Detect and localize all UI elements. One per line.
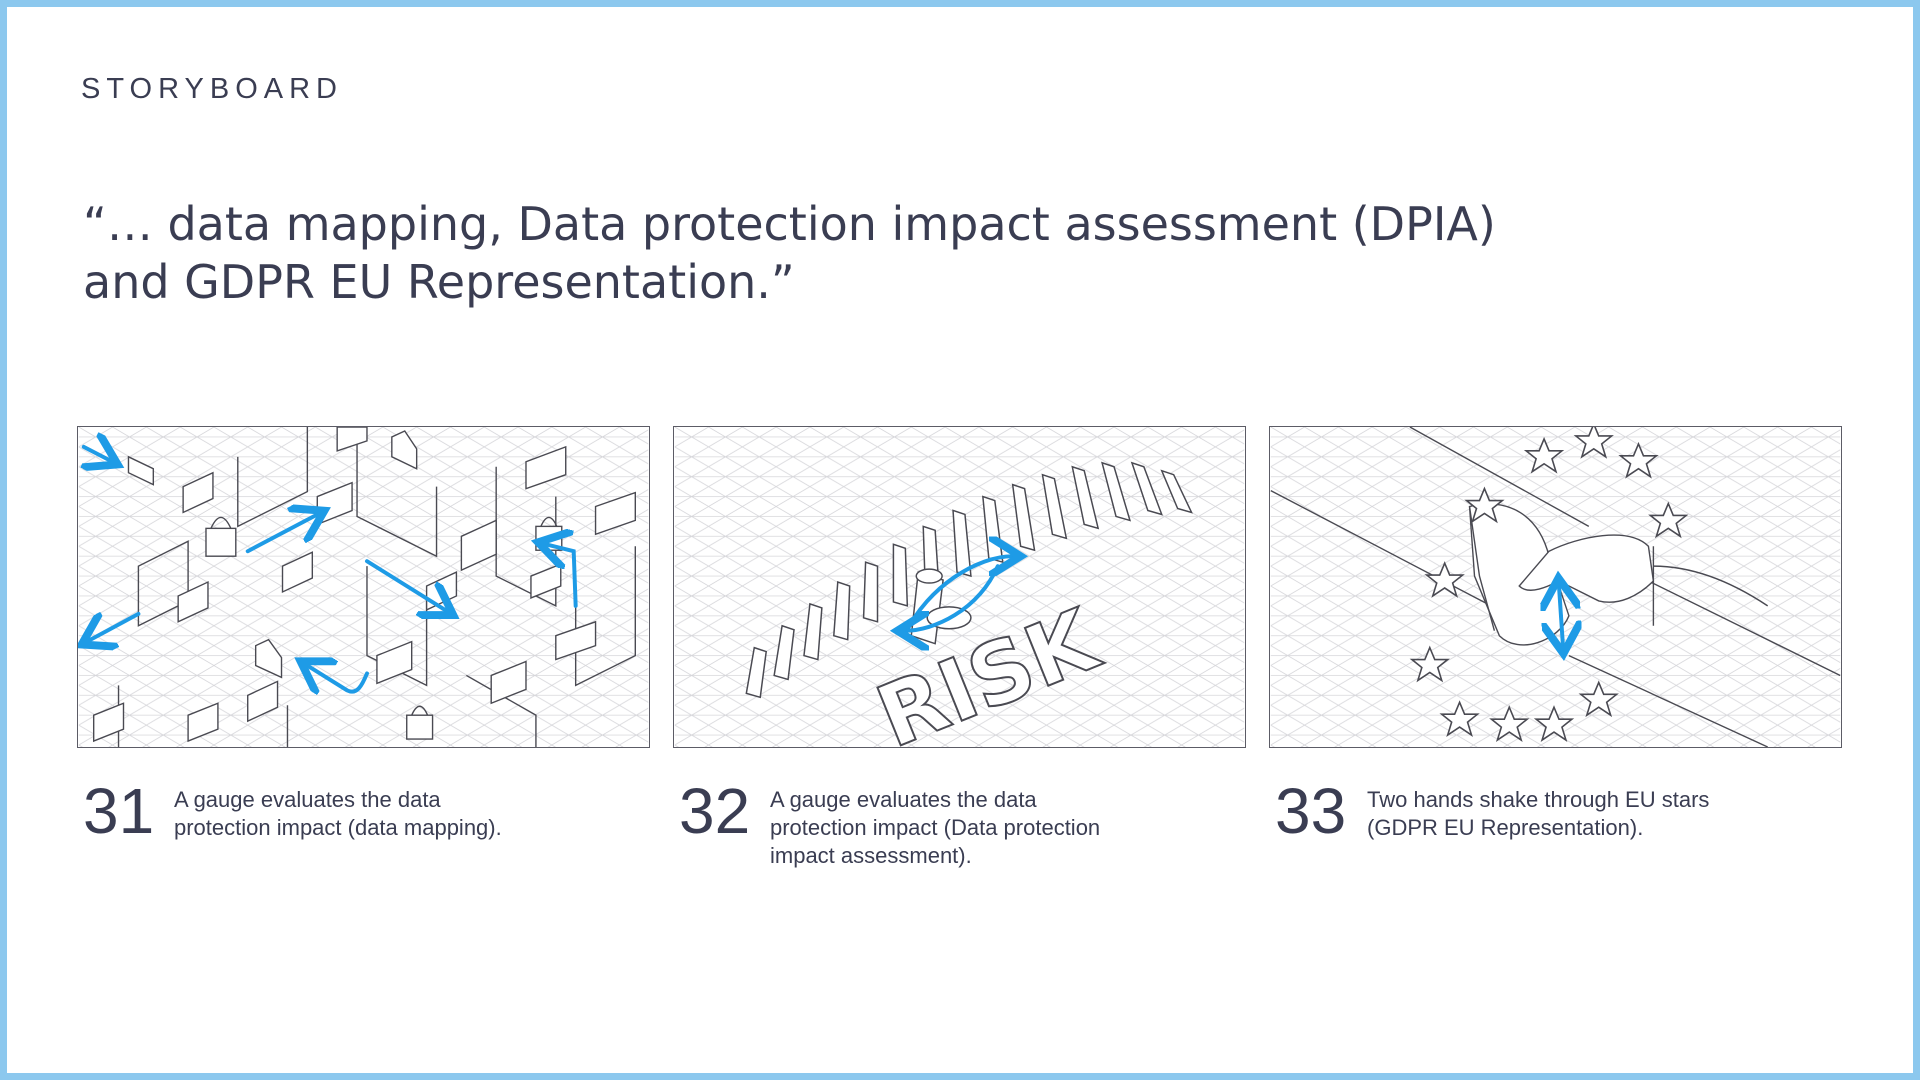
risk-gauge-sketch: RISK	[674, 427, 1245, 747]
frame-caption-33: Two hands shake through EU stars (GDPR E…	[1367, 787, 1710, 840]
frame-caption-31: A gauge evaluates the data protection im…	[174, 787, 502, 840]
storyboard-panel-33	[1269, 426, 1842, 748]
quote-headline: “… data mapping, Data protection impact …	[83, 195, 1583, 311]
frame-number-33: 33	[1275, 775, 1347, 847]
quote-line-2: and GDPR EU Representation.”	[83, 255, 795, 309]
section-kicker: STORYBOARD	[81, 73, 343, 105]
storyboard-panel-32: RISK	[673, 426, 1246, 748]
storyboard-panel-31	[77, 426, 650, 748]
frame-number-32: 32	[679, 775, 751, 847]
frame-number-31: 31	[83, 775, 155, 847]
data-mapping-sketch	[78, 427, 649, 747]
frame-caption-32: A gauge evaluates the data protection im…	[770, 787, 1101, 868]
handshake-eu-stars-sketch	[1270, 427, 1841, 747]
quote-line-1: “… data mapping, Data protection impact …	[83, 197, 1496, 251]
